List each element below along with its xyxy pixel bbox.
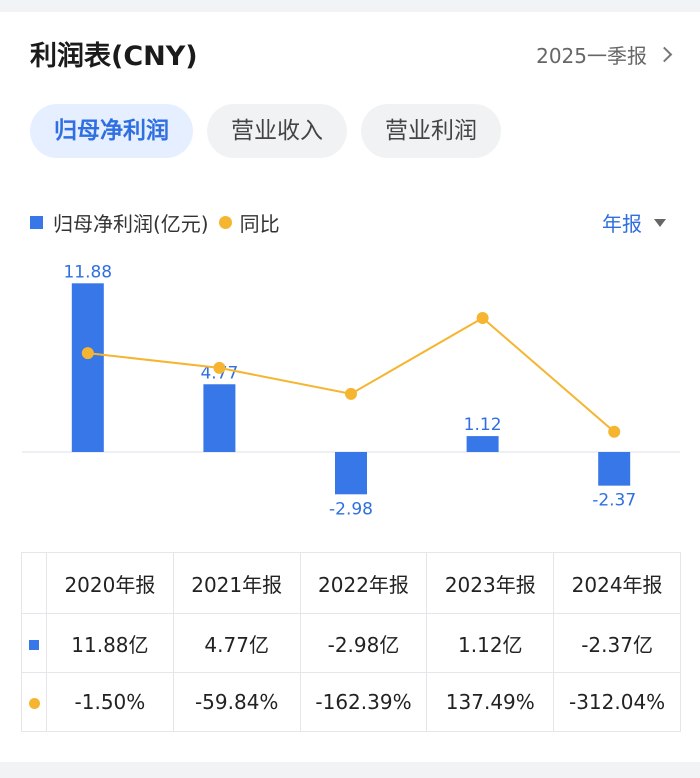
tab-revenue[interactable]: 营业收入 bbox=[207, 104, 347, 158]
period-label: 2025一季报 bbox=[536, 44, 647, 68]
table-cell-yoy: -59.84% bbox=[172, 672, 301, 732]
table-cell: 11.88亿 bbox=[46, 613, 174, 673]
table-cell: 4.77亿 bbox=[172, 613, 301, 673]
bar bbox=[598, 452, 631, 486]
metric-tabs: 归母净利润 营业收入 营业利润 bbox=[30, 104, 501, 158]
table-corner-cell bbox=[21, 552, 47, 614]
profit-chart: 11.884.77-2.981.12-2.37 bbox=[22, 262, 680, 519]
table-header-cell: 2024年报 bbox=[553, 552, 681, 614]
table-header-row: 2020年报 2021年报 2022年报 2023年报 2024年报 bbox=[21, 552, 681, 614]
bar bbox=[71, 283, 104, 452]
table-cell-yoy: 137.49% bbox=[426, 672, 555, 732]
frequency-label: 年报 bbox=[602, 212, 642, 236]
yoy-point bbox=[476, 312, 489, 324]
yoy-line bbox=[87, 316, 615, 433]
table-cell-yoy: -162.39% bbox=[299, 672, 428, 732]
tab-net-profit[interactable]: 归母净利润 bbox=[30, 104, 193, 158]
tab-operating-profit[interactable]: 营业利润 bbox=[361, 104, 501, 158]
caret-down-icon bbox=[654, 218, 666, 227]
card-title: 利润表(CNY) bbox=[30, 41, 198, 72]
yoy-point bbox=[213, 361, 226, 374]
chevron-right-icon bbox=[656, 46, 673, 63]
table-header-cell: 2021年报 bbox=[172, 552, 301, 614]
yoy-point bbox=[81, 347, 94, 360]
bar-value-label: 1.12 bbox=[464, 415, 502, 435]
line-legend-marker bbox=[218, 216, 232, 229]
period-selector[interactable]: 2025一季报 bbox=[536, 40, 673, 69]
bar-legend-label: 归母净利润(亿元) bbox=[53, 212, 209, 236]
table-cell: 1.12亿 bbox=[426, 613, 555, 673]
bar-value-label: -2.98 bbox=[329, 499, 373, 519]
yoy-point bbox=[608, 425, 621, 438]
data-table: 2020年报 2021年报 2022年报 2023年报 2024年报 11.88… bbox=[21, 552, 681, 732]
card-header: 利润表(CNY) 2025一季报 bbox=[30, 34, 673, 74]
line-series-marker bbox=[21, 672, 47, 732]
table-header-cell: 2022年报 bbox=[299, 552, 428, 614]
table-header-cell: 2020年报 bbox=[46, 552, 174, 614]
profit-statement-card: 利润表(CNY) 2025一季报 归母净利润 营业收入 营业利润 归母净利润(亿… bbox=[0, 12, 700, 762]
chart-legend: 归母净利润(亿元) 同比 bbox=[30, 208, 280, 237]
table-row-yoy: -1.50% -59.84% -162.39% 137.49% -312.04% bbox=[21, 672, 681, 732]
table-cell: -2.98亿 bbox=[299, 613, 428, 673]
table-cell-yoy: -1.50% bbox=[46, 672, 174, 732]
bar-value-label: -2.37 bbox=[592, 491, 636, 511]
table-row-values: 11.88亿 4.77亿 -2.98亿 1.12亿 -2.37亿 bbox=[21, 613, 681, 673]
bar-value-label: 11.88 bbox=[63, 262, 112, 282]
bar bbox=[203, 384, 236, 452]
table-header-cell: 2023年报 bbox=[426, 552, 555, 614]
yoy-point bbox=[345, 387, 357, 400]
table-cell-yoy: -312.04% bbox=[553, 672, 681, 732]
line-legend-label: 同比 bbox=[239, 212, 280, 236]
frequency-dropdown[interactable]: 年报 bbox=[602, 208, 666, 237]
bar-series-marker bbox=[21, 613, 47, 673]
bar bbox=[335, 452, 367, 495]
table-cell: -2.37亿 bbox=[553, 613, 681, 673]
bar-legend-marker bbox=[30, 216, 43, 229]
bar bbox=[466, 436, 499, 452]
